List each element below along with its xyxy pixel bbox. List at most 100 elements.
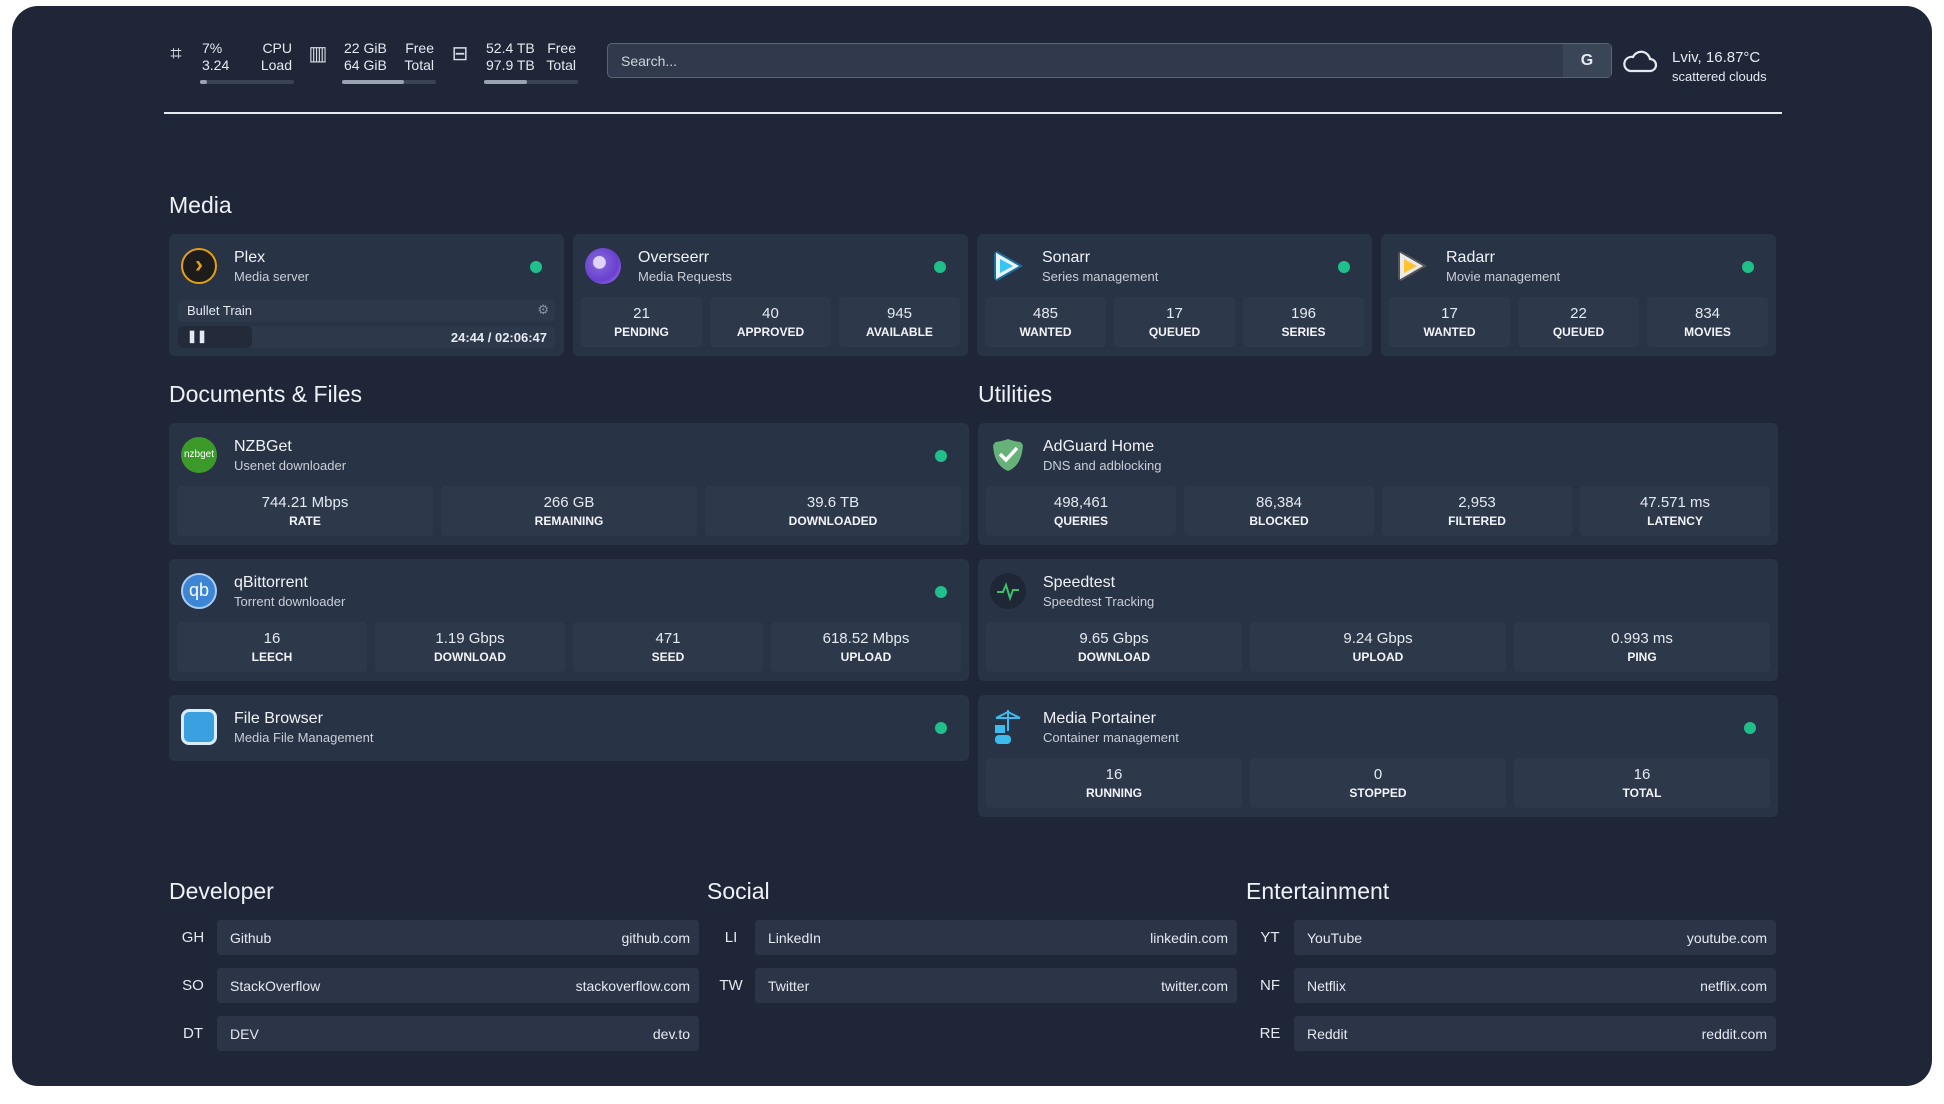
card-subtitle: Media File Management (234, 730, 374, 745)
stat-block: 21 PENDING (581, 297, 702, 347)
bookmark-url: stackoverflow.com (575, 977, 690, 994)
search-engine-button[interactable]: G (1563, 44, 1611, 77)
status-indicator (530, 261, 542, 273)
radarr-card[interactable]: Radarr Movie management 17 WANTED 22 QUEUED 8… (1381, 234, 1776, 356)
stat-value: 2,953 (1458, 494, 1496, 511)
pause-icon[interactable]: ❚❚ (187, 329, 208, 343)
card-subtitle: Speedtest Tracking (1043, 594, 1155, 609)
bookmark-url: dev.to (652, 1025, 690, 1042)
stat-label: LEECH (251, 650, 293, 664)
portainer-crane-icon (995, 710, 1021, 744)
settings-icon[interactable]: ⚙ (537, 302, 549, 317)
nzbget-card[interactable]: nzbget NZBGet Usenet downloader 744.21 Mbp… (169, 423, 969, 545)
stat-value: 17 (1441, 305, 1458, 322)
file-browser-card[interactable]: File Browser Media File Management (169, 695, 969, 761)
now-playing-title: Bullet Train (187, 303, 253, 318)
bookmark-url: youtube.com (1686, 929, 1767, 946)
card-title: Sonarr (1042, 249, 1091, 266)
card-subtitle: Torrent downloader (234, 594, 346, 609)
stat-value: 39.6 TB (806, 494, 860, 511)
status-indicator (935, 586, 947, 598)
section-developer: Developer (169, 878, 274, 904)
speedtest-card[interactable]: Speedtest Speedtest Tracking 9.65 Gbps DOW… (978, 559, 1778, 681)
stat-label: RATE (289, 514, 321, 528)
adguard-card[interactable]: AdGuard Home DNS and adblocking 498,461 QU… (978, 423, 1778, 545)
stat-block: 22 QUEUED (1518, 297, 1639, 347)
stat-value: 471 (655, 630, 681, 647)
overseerr-card[interactable]: Overseerr Media Requests 21 PENDING 40 APPRO… (573, 234, 968, 356)
stat-block: 196 SERIES (1243, 297, 1364, 347)
stat-value: 16 (263, 630, 281, 647)
card-title: File Browser (234, 710, 323, 727)
bookmark-link[interactable]: GH Github github.com (169, 920, 699, 955)
sonarr-card[interactable]: Sonarr Series management 485 WANTED 17 QUEUE… (977, 234, 1372, 356)
plex-card[interactable]: › Plex Media server Bullet Train ⚙ ❚❚ 24… (169, 234, 564, 356)
stat-value: 0 (1373, 766, 1383, 783)
search-input[interactable] (608, 44, 1548, 77)
bookmark-link[interactable]: RE Reddit reddit.com (1246, 1016, 1776, 1051)
bookmark-abbr: RE (1259, 1025, 1281, 1042)
plex-icon: › (181, 248, 217, 284)
stat-block: 1.19 Gbps DOWNLOAD (375, 622, 565, 672)
stat-block: 17 QUEUED (1114, 297, 1235, 347)
ram-bar (342, 80, 436, 84)
sonarr-icon (994, 249, 1024, 283)
disk-total: 97.9 TB (486, 57, 535, 73)
stats-row: 498,461 QUERIES 86,384 BLOCKED 2,953 FILTERED… (986, 486, 1770, 536)
stat-label: UPLOAD (840, 650, 892, 664)
bookmark-link[interactable]: LI LinkedIn linkedin.com (707, 920, 1237, 955)
stat-block: 945 AVAILABLE (839, 297, 960, 347)
stat-block: 47.571 ms LATENCY (1580, 486, 1770, 536)
bookmark-url: github.com (621, 929, 690, 946)
bookmark-name: YouTube (1307, 929, 1363, 946)
stat-block: 498,461 QUERIES (986, 486, 1176, 536)
qbittorrent-card[interactable]: qb qBittorrent Torrent downloader 16 LEECH 1… (169, 559, 969, 681)
portainer-card[interactable]: Media Portainer Container management 16 RU… (978, 695, 1778, 817)
status-indicator (1338, 261, 1350, 273)
stat-value: 618.52 Mbps (822, 630, 910, 647)
bookmark-name: Reddit (1307, 1025, 1348, 1042)
card-title: Speedtest (1043, 574, 1116, 591)
playback-progress: ❚❚ 24:44 / 02:06:47 (178, 326, 555, 348)
card-title: AdGuard Home (1043, 438, 1155, 455)
stat-label: TOTAL (1622, 786, 1662, 800)
bookmark-name: Twitter (768, 977, 810, 994)
stat-block: 86,384 BLOCKED (1184, 486, 1374, 536)
bookmark-link[interactable]: SO StackOverflow stackoverflow.com (169, 968, 699, 1003)
stat-block: 471 SEED (573, 622, 763, 672)
stats-row: 16 LEECH 1.19 Gbps DOWNLOAD 471 SEED 618.52 Mb… (177, 622, 961, 672)
stat-label: REMAINING (534, 514, 604, 528)
card-subtitle: DNS and adblocking (1043, 458, 1162, 473)
stat-label: FILTERED (1448, 514, 1506, 528)
disk-bar (484, 80, 578, 84)
bookmark-name: DEV (230, 1025, 259, 1042)
bookmark-name: Github (230, 929, 272, 946)
bookmark-link[interactable]: YT YouTube youtube.com (1246, 920, 1776, 955)
stat-value: 834 (1694, 305, 1721, 322)
stat-value: 485 (1032, 305, 1059, 322)
bookmark-url: linkedin.com (1150, 929, 1228, 946)
section-utilities: Utilities (978, 381, 1053, 407)
load-label: Load (260, 57, 292, 73)
stat-label: LATENCY (1647, 514, 1703, 528)
cloud-icon (1623, 50, 1658, 73)
memory-icon: ▥ (308, 43, 328, 65)
stat-block: 834 MOVIES (1647, 297, 1768, 347)
bookmark-link[interactable]: DT DEV dev.to (169, 1016, 699, 1051)
stat-label: DOWNLOADED (788, 514, 878, 528)
stats-row: 16 RUNNING 0 STOPPED 16 TOTAL (986, 758, 1770, 808)
dashboard: ⌗ 7% 3.24 CPU Load ▥ 22 GiB 64 GiB Free Tota… (12, 6, 1932, 1086)
stat-block: 2,953 FILTERED (1382, 486, 1572, 536)
section-documents-files: Documents & Files (169, 381, 363, 407)
card-title: Media Portainer (1043, 710, 1156, 727)
section-entertainment: Entertainment (1246, 878, 1390, 904)
bookmark-link[interactable]: TW Twitter twitter.com (707, 968, 1237, 1003)
stat-label: RUNNING (1086, 786, 1142, 800)
bookmark-abbr: DT (183, 1025, 203, 1042)
bookmark-link[interactable]: NF Netflix netflix.com (1246, 968, 1776, 1003)
stat-value: 17 (1166, 305, 1183, 322)
stats-row: 9.65 Gbps DOWNLOAD 9.24 Gbps UPLOAD 0.993 ms… (986, 622, 1770, 672)
card-title: Overseerr (638, 249, 710, 266)
now-playing-bar: Bullet Train ⚙ (178, 300, 555, 322)
stat-value: 16 (1633, 766, 1651, 783)
